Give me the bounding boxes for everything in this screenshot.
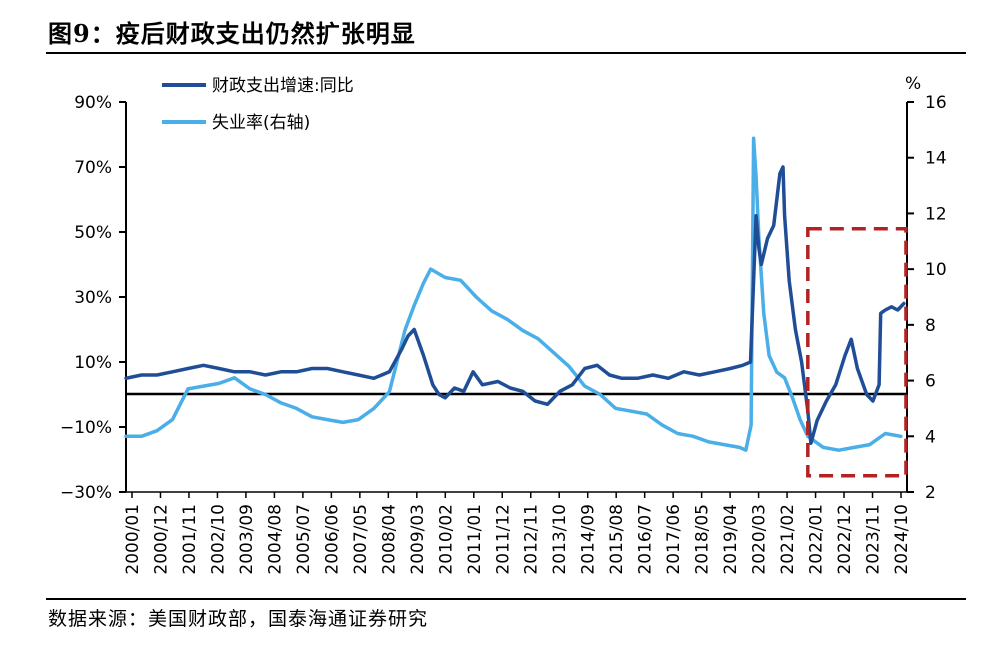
source-rule bbox=[46, 598, 966, 600]
right-axis-unit: % bbox=[905, 74, 921, 94]
x-tick-label: 2018/05 bbox=[693, 504, 713, 575]
x-tick-label: 2005/07 bbox=[294, 504, 314, 575]
right-tick-label: 2 bbox=[925, 483, 936, 503]
right-tick-label: 16 bbox=[925, 93, 947, 113]
right-tick-label: 6 bbox=[925, 372, 936, 392]
left-tick-label: −30% bbox=[60, 483, 112, 503]
x-tick-label: 2016/07 bbox=[636, 504, 656, 575]
x-tick-label: 2004/08 bbox=[265, 504, 285, 575]
page-title: 图9：疫后财政支出仍然扩张明显 bbox=[48, 19, 416, 48]
x-tick-label: 2024/10 bbox=[892, 504, 912, 575]
series-line-unemployment bbox=[124, 136, 903, 452]
x-tick-label: 2003/09 bbox=[237, 504, 257, 575]
left-tick-label: 50% bbox=[74, 223, 112, 243]
right-tick-label: 14 bbox=[925, 149, 947, 169]
left-tick-label: 90% bbox=[74, 93, 112, 113]
x-tick-label: 2007/05 bbox=[351, 504, 371, 575]
x-axis: 2000/01 2000/12 2001/11 2002/10 2003/09 2004/… bbox=[123, 491, 912, 575]
left-axis: 90% 70% 50% 30% 10% −10% −30% bbox=[60, 93, 127, 503]
x-tick-label: 2022/12 bbox=[835, 504, 855, 575]
x-tick-label: 2009/03 bbox=[408, 504, 428, 575]
x-tick-label: 2010/02 bbox=[436, 504, 456, 575]
title-rule bbox=[46, 52, 966, 54]
x-tick-label: 2008/04 bbox=[379, 504, 399, 575]
x-tick-label: 2014/09 bbox=[579, 504, 599, 575]
chart: 90% 70% 50% 30% 10% −10% −30% 16 14 12 10 8 6 4 2 200… bbox=[60, 74, 947, 575]
legend-label-unemployment: 失业率(右轴) bbox=[212, 113, 310, 133]
x-tick-label: 2020/03 bbox=[750, 504, 770, 575]
x-tick-label: 2011/12 bbox=[493, 504, 513, 575]
x-tick-label: 2001/11 bbox=[180, 504, 200, 575]
legend-label-spending: 财政支出增速:同比 bbox=[212, 76, 354, 96]
x-tick-label: 2015/08 bbox=[607, 504, 627, 575]
x-tick-label: 2002/10 bbox=[208, 504, 228, 575]
x-tick-label: 2000/01 bbox=[123, 504, 143, 575]
x-tick-label: 2017/06 bbox=[664, 504, 684, 575]
right-tick-label: 10 bbox=[925, 260, 947, 280]
left-tick-label: −10% bbox=[60, 418, 112, 438]
legend: 财政支出增速:同比 失业率(右轴) bbox=[162, 76, 354, 133]
source-note: 数据来源：美国财政部，国泰海通证券研究 bbox=[48, 608, 429, 630]
x-tick-label: 2019/04 bbox=[721, 504, 741, 575]
x-tick-label: 2006/06 bbox=[322, 504, 342, 575]
x-tick-label: 2013/10 bbox=[550, 504, 570, 575]
x-tick-label: 2000/12 bbox=[151, 504, 171, 575]
x-tick-label: 2021/02 bbox=[778, 504, 798, 575]
x-tick-label: 2022/01 bbox=[807, 504, 827, 575]
right-tick-label: 12 bbox=[925, 204, 947, 224]
left-tick-label: 70% bbox=[74, 158, 112, 178]
right-axis: 16 14 12 10 8 6 4 2 bbox=[906, 93, 947, 503]
right-tick-label: 8 bbox=[925, 316, 936, 336]
x-tick-label: 2023/11 bbox=[864, 504, 884, 575]
left-tick-label: 30% bbox=[74, 288, 112, 308]
series-line-spending bbox=[124, 165, 906, 446]
right-tick-label: 4 bbox=[925, 427, 936, 447]
series-layer bbox=[124, 136, 906, 452]
left-tick-label: 10% bbox=[74, 353, 112, 373]
x-tick-label: 2012/11 bbox=[522, 504, 542, 575]
x-tick-label: 2011/01 bbox=[465, 504, 485, 575]
highlight-box bbox=[806, 227, 908, 478]
